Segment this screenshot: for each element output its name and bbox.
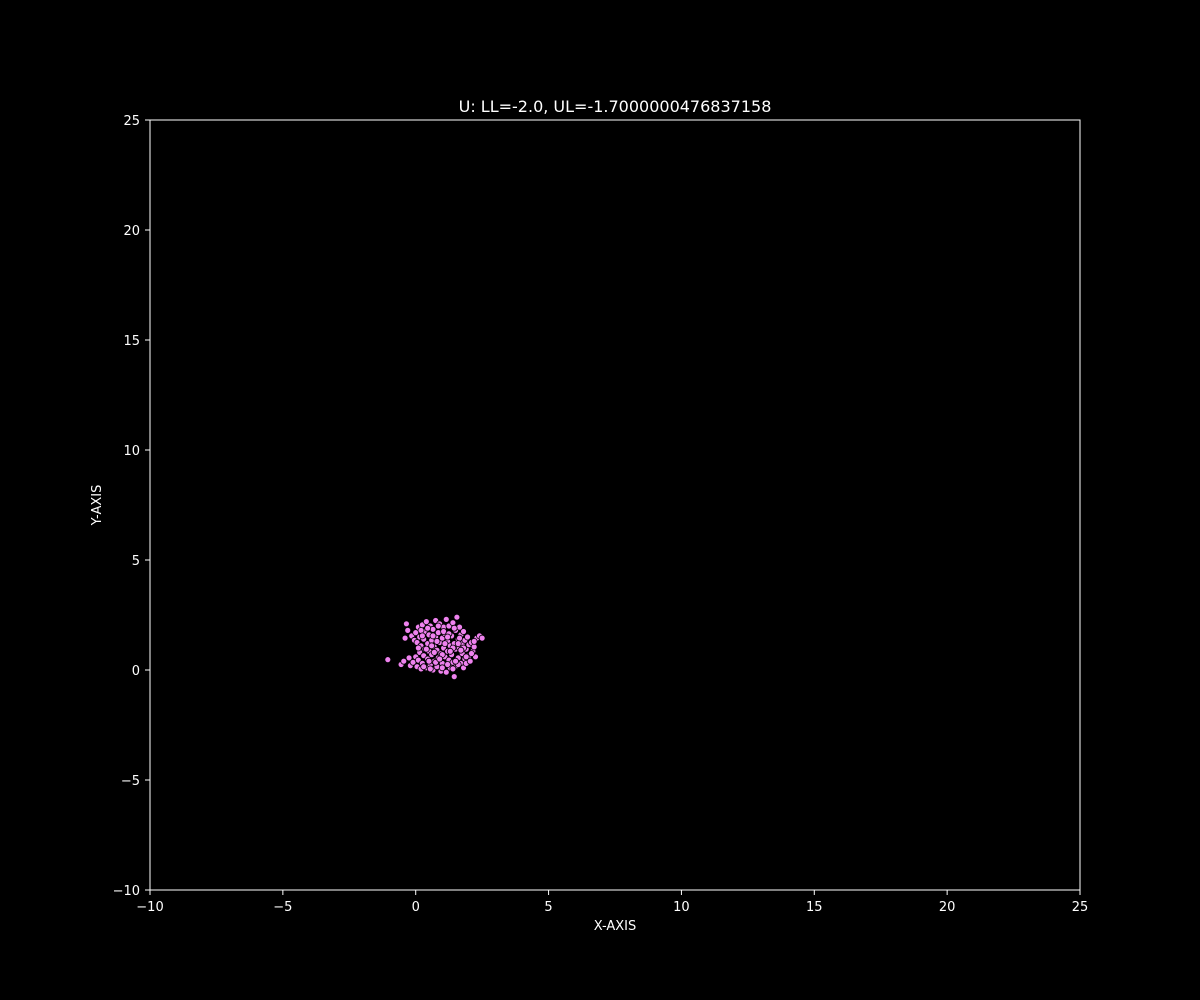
scatter-point — [450, 624, 458, 632]
scatter-point — [405, 654, 413, 662]
scatter-point — [436, 655, 444, 663]
scatter-point — [454, 640, 462, 647]
scatter-point — [401, 634, 409, 642]
y-axis: −10 −5 0 5 10 15 20 25 — [113, 114, 150, 899]
y-tick-label: 10 — [123, 444, 140, 459]
scatter-point — [384, 656, 392, 664]
scatter-point — [426, 665, 434, 673]
x-axis: −10 −5 0 5 10 15 20 25 — [136, 890, 1088, 915]
chart-title: U: LL=-2.0, UL=-1.7000000476837158 — [459, 97, 772, 116]
scatter-point — [442, 668, 450, 676]
scatter-point — [418, 632, 426, 640]
scatter-point — [478, 634, 486, 642]
x-tick-label: 25 — [1072, 900, 1089, 915]
scatter-point — [430, 649, 438, 656]
x-tick-label: −5 — [273, 900, 292, 915]
scatter-point — [466, 657, 474, 665]
scatter-point — [462, 653, 470, 661]
scatter-point — [425, 657, 433, 665]
scatter-point — [444, 633, 452, 641]
scatter-point — [457, 646, 465, 654]
scatter-point — [442, 616, 450, 623]
x-tick-label: 5 — [544, 900, 552, 915]
scatter-point — [444, 661, 452, 668]
y-axis-label: Y-AXIS — [90, 485, 105, 527]
scatter-point — [453, 613, 461, 621]
scatter-point — [449, 619, 457, 627]
x-tick-label: 10 — [673, 900, 690, 915]
scatter-point — [446, 647, 454, 655]
scatter-point — [420, 663, 428, 671]
x-tick-label: −10 — [136, 900, 163, 915]
y-tick-label: 5 — [132, 554, 140, 569]
scatter-point — [434, 622, 442, 630]
scatter-point — [429, 632, 437, 640]
y-tick-label: 25 — [123, 114, 140, 129]
y-tick-label: −10 — [113, 884, 140, 899]
scatter-point — [428, 642, 436, 650]
scatter-point — [464, 633, 471, 641]
scatter-point — [404, 627, 412, 634]
scatter-point — [470, 643, 478, 651]
scatter-point — [422, 645, 430, 653]
scatter-point — [460, 628, 467, 635]
scatter-point — [468, 650, 475, 657]
x-tick-label: 0 — [412, 900, 420, 915]
scatter-points — [384, 613, 486, 680]
scatter-point — [456, 634, 463, 642]
scatter-point — [438, 664, 446, 672]
y-tick-label: −5 — [121, 774, 140, 789]
y-tick-label: 15 — [123, 334, 140, 349]
scatter-point — [424, 624, 432, 632]
scatter-point — [414, 644, 422, 652]
scatter-point — [403, 620, 410, 628]
y-tick-label: 20 — [123, 224, 140, 239]
scatter-point — [452, 657, 459, 665]
scatter-point — [441, 640, 449, 647]
scatter-point — [449, 665, 457, 673]
x-tick-label: 15 — [806, 900, 823, 915]
scatter-point — [433, 638, 441, 645]
x-tick-label: 20 — [939, 900, 956, 915]
scatter-point — [417, 627, 425, 634]
axes-frame — [149, 119, 1081, 891]
scatter-point — [470, 638, 478, 645]
scatter-point — [450, 673, 458, 680]
scatter-point — [400, 657, 408, 665]
scatter-point — [422, 618, 430, 625]
y-tick-label: 0 — [132, 664, 140, 679]
x-axis-label: X-AXIS — [594, 919, 637, 934]
